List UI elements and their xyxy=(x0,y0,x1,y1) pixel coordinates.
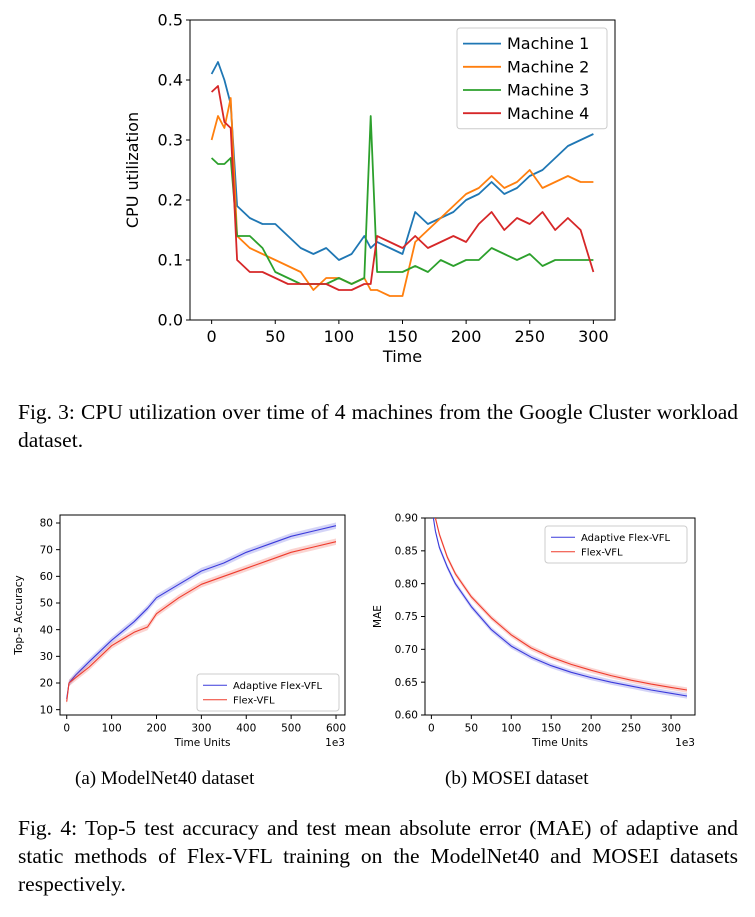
fig4a-y-tick-label: 80 xyxy=(40,518,53,530)
fig4b-y-tick-label: 0.90 xyxy=(395,513,418,525)
fig4b-y-tick-label: 0.85 xyxy=(395,546,418,558)
fig3-legend-label-machine-1: Machine 1 xyxy=(507,34,589,53)
fig3-x-tick-label: 50 xyxy=(265,327,285,346)
fig4a-y-axis-label: Top-5 Accuracy xyxy=(13,575,25,655)
fig4b-plot: 0 50 100 150 200 250 300 0.60 0.65 0.70 0.75 0.80 0.… xyxy=(372,513,696,749)
fig3-y-tick-label: 0.0 xyxy=(158,311,183,330)
fig3-y-tick-label: 0.5 xyxy=(158,11,183,30)
fig4a-x-tick-label: 200 xyxy=(146,723,166,735)
fig4a-line-flex-vfl xyxy=(66,541,337,702)
fig4b-x-tick-label: 100 xyxy=(501,723,521,735)
figure-3-caption: Fig. 3: CPU utilization over time of 4 m… xyxy=(18,400,738,452)
fig4a-x-tick-label: 300 xyxy=(191,723,211,735)
fig4b-x-tick-label: 50 xyxy=(465,723,478,735)
fig4b-legend-label-flex-vfl: Flex-VFL xyxy=(581,547,623,558)
fig3-y-tick-label: 0.2 xyxy=(158,191,183,210)
figure-4-caption: Fig. 4: Top-5 test accuracy and test mea… xyxy=(18,816,738,896)
fig3-x-tick-label: 0 xyxy=(207,327,217,346)
fig4b-legend-box xyxy=(544,525,688,564)
fig4a-y-tick-label: 70 xyxy=(40,544,53,556)
fig3-legend-label-machine-4: Machine 4 xyxy=(507,104,589,123)
fig4b-line-adaptive-flex-vfl xyxy=(432,518,688,697)
fig4a-y-tick-label: 40 xyxy=(40,624,53,636)
fig4a-legend-label-flex-vfl: Flex-VFL xyxy=(233,695,275,706)
fig4b-x-offset-label: 1e3 xyxy=(675,737,695,749)
fig4a-axes-frame xyxy=(59,514,346,716)
fig3-x-tick-label: 300 xyxy=(578,327,609,346)
subcaption-b: (b) MOSEI dataset xyxy=(445,768,589,789)
fig4b-y-tick-label: 0.65 xyxy=(395,677,418,689)
fig4b-legend-label-adaptive-flex-vfl: Adaptive Flex-VFL xyxy=(581,533,670,544)
fig3-y-tick-label: 0.1 xyxy=(158,251,183,270)
fig4a-y-tick-label: 50 xyxy=(40,598,53,610)
fig4b-y-tick-label: 0.70 xyxy=(395,644,418,656)
fig4a-y-tick-label: 30 xyxy=(40,651,53,663)
fig4b-line-flex-vfl xyxy=(434,518,688,691)
fig4a-legend-label-adaptive-flex-vfl: Adaptive Flex-VFL xyxy=(233,681,322,692)
fig4b-x-tick-label: 150 xyxy=(541,723,561,735)
fig3-line-machine-2 xyxy=(210,97,594,297)
fig4b-x-tick-label: 0 xyxy=(428,723,435,735)
fig3-x-tick-label: 250 xyxy=(514,327,545,346)
fig3-x-axis-label: Time xyxy=(382,347,422,366)
fig3-x-tick-label: 200 xyxy=(451,327,482,346)
fig4a-x-tick-label: 0 xyxy=(63,723,70,735)
cpu-utilization-chart: 0 50 100 150 200 250 300 0.0 0.1 0.2 0.3 0.4 0.5 Time… xyxy=(123,11,616,366)
fig4a-y-tick-label: 20 xyxy=(40,678,53,690)
fig4b-x-tick-label: 250 xyxy=(621,723,641,735)
fig4b-y-tick-label: 0.75 xyxy=(395,611,418,623)
fig3-legend: Machine 1 Machine 2 Machine 3 Machine 4 xyxy=(456,27,608,130)
fig3-line-machine-4 xyxy=(210,85,595,291)
fig4a-x-tick-label: 400 xyxy=(236,723,256,735)
fig4a-plot: 0 100 200 300 400 500 600 10 20 30 40 50 60 70 80 Time … xyxy=(13,514,346,749)
fig4a-legend-box xyxy=(196,673,340,712)
fig3-x-tick-label: 150 xyxy=(387,327,418,346)
fig4a-y-tick-label: 10 xyxy=(40,704,53,716)
fig4b-x-tick-label: 300 xyxy=(661,723,681,735)
fig4a-x-tick-label: 600 xyxy=(326,723,346,735)
fig3-line-machine-3 xyxy=(210,115,594,285)
fig3-legend-label-machine-3: Machine 3 xyxy=(507,81,589,100)
fig3-y-tick-label: 0.4 xyxy=(158,71,183,90)
fig3-y-axis-label: CPU utilization xyxy=(123,112,142,228)
flex-vfl-charts: 0 100 200 300 400 500 6001020304050607080Time … xyxy=(13,513,696,749)
fig3-plot: 0 50 100 150 200 250 300 0.0 0.1 0.2 0.3 0.4 0.5 Time… xyxy=(123,11,616,366)
fig4a-x-axis-label: Time Units xyxy=(174,737,231,749)
figure-3: 0 50 100 150 200 250 300 0.0 0.1 0.2 0.3 0.4 0.5 Time… xyxy=(0,0,755,370)
fig4a-y-tick-label: 60 xyxy=(40,571,53,583)
fig3-legend-box xyxy=(456,27,608,130)
fig3-x-tick-label: 100 xyxy=(324,327,355,346)
fig4b-legend: Adaptive Flex-VFL Flex-VFL xyxy=(544,525,688,564)
figure-4: 0 100 200 300 400 500 600 10 20 30 40 50 60 70 80 Time … xyxy=(0,500,755,780)
fig3-y-tick-label: 0.3 xyxy=(158,131,183,150)
fig3-line-machine-1 xyxy=(210,61,594,261)
fig4b-y-tick-label: 0.80 xyxy=(395,578,418,590)
fig4a-line-adaptive-flex-vfl xyxy=(66,525,337,700)
fig3-legend-label-machine-2: Machine 2 xyxy=(507,57,589,76)
fig4a-x-offset-label: 1e3 xyxy=(325,737,345,749)
fig4b-x-axis-label: Time Units xyxy=(531,737,588,749)
subcaption-a: (a) ModelNet40 dataset xyxy=(75,768,255,789)
fig4b-y-axis-label: MAE xyxy=(372,605,384,628)
fig4a-legend: Adaptive Flex-VFL Flex-VFL xyxy=(196,673,340,712)
fig4a-x-tick-label: 100 xyxy=(102,723,122,735)
fig4b-y-tick-label: 0.60 xyxy=(395,710,418,722)
fig4b-x-tick-label: 200 xyxy=(581,723,601,735)
fig4a-x-tick-label: 500 xyxy=(281,723,301,735)
